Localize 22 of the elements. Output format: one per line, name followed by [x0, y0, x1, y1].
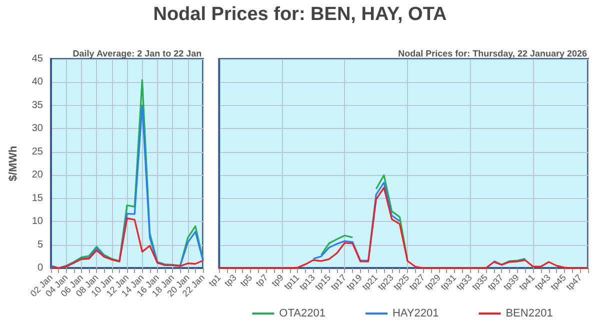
y-axis-title: $/MWh: [8, 146, 20, 182]
legend-label: BEN2201: [506, 308, 553, 320]
x-tick-label: tp1: [206, 272, 223, 288]
y-tick-label: 35: [32, 100, 44, 111]
x-tick-label: tp5: [238, 272, 254, 288]
y-tick-label: 5: [37, 239, 44, 250]
legend-label: OTA2201: [279, 308, 326, 320]
x-tick-label: tp7: [254, 272, 270, 288]
text: Nodal Prices for: BEN, HAY, OTA: [152, 4, 448, 26]
y-tick-label: 10: [32, 216, 44, 228]
y-tick-label: 0: [37, 262, 44, 274]
y-tick-label: 25: [32, 146, 44, 158]
y-tick-label: 15: [32, 192, 44, 204]
x-tick-label: tp9: [270, 272, 286, 288]
y-tick-label: 20: [32, 170, 44, 181]
chart-subtitle: Daily Average: 2 Jan to 22 Jan: [72, 48, 202, 58]
y-tick-label: 40: [32, 76, 44, 88]
x-tick-label: tp3: [222, 272, 238, 288]
legend-label: HAY2201: [392, 308, 439, 320]
y-tick-label: 30: [32, 123, 44, 134]
chart-subtitle: Nodal Prices for: Thursday, 22 January 2026: [398, 48, 588, 58]
y-tick-label: 45: [32, 54, 44, 64]
